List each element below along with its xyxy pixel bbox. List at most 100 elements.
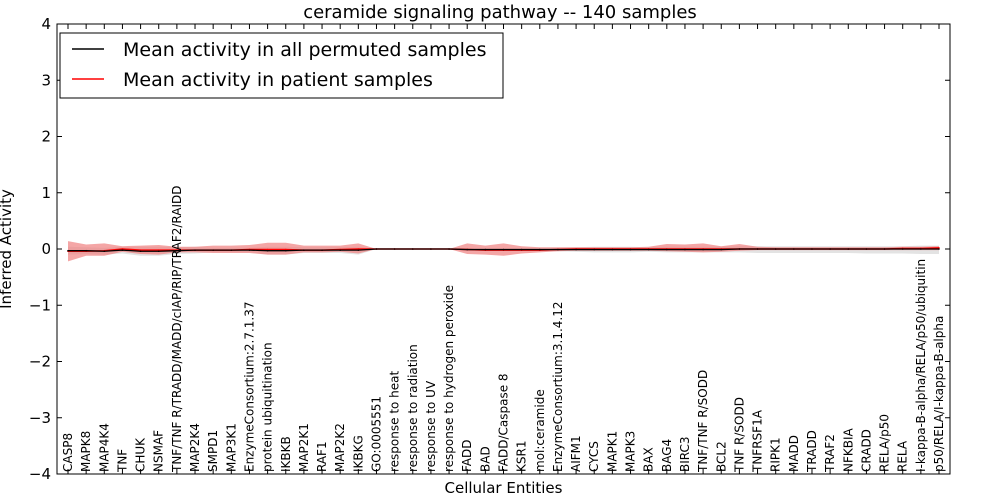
x-tick-label: TRADD (805, 430, 819, 473)
x-tick-label: EnzymeConsortium:2.7.1.37 (242, 301, 256, 472)
point-permuted (139, 250, 142, 253)
point-permuted (230, 249, 233, 251)
x-tick-label: TNF/TNF R/TRADD/MADD/cIAP/RIP/TRAF2/RAID… (170, 186, 184, 474)
x-tick-label: TNFRSF1A (751, 409, 765, 473)
x-tick-label: MAP4K4 (97, 423, 111, 472)
point-permuted (666, 248, 668, 251)
x-tick-label: CRADD (859, 429, 873, 472)
x-tick-label: KSR1 (515, 441, 529, 472)
point-permuted (756, 248, 759, 250)
x-tick-label: BCL2 (714, 441, 728, 472)
y-tick-label: −3 (29, 409, 51, 427)
y-tick-label: 2 (41, 128, 51, 146)
x-tick-label: protein ubiquitination (261, 342, 275, 472)
point-patient (938, 247, 940, 249)
point-permuted (575, 248, 577, 251)
point-permuted (738, 248, 741, 250)
point-permuted (411, 248, 414, 250)
point-patient (121, 248, 124, 250)
point-permuted (793, 248, 795, 250)
point-permuted (375, 248, 378, 250)
y-axis-ticks: 4 3 2 1 0 −1 −2 −3 −4 (29, 15, 950, 483)
x-tick-label: RELA/p50 (878, 414, 892, 472)
x-tick-label: mol:ceramide (533, 389, 547, 472)
point-permuted (520, 248, 523, 251)
point-permuted (593, 248, 596, 251)
y-tick-label: 4 (41, 15, 51, 33)
x-tick-label: FADD/Caspase 8 (497, 373, 511, 472)
x-tick-label: NFKBIA (841, 427, 855, 472)
x-tick-label: NSMAF (152, 430, 166, 472)
legend: Mean activity in all permuted samples Me… (59, 32, 504, 99)
point-permuted (212, 249, 214, 251)
x-tick-label: EnzymeConsortium:3.1.4.12 (551, 301, 565, 472)
point-permuted (339, 249, 341, 251)
plot-area (67, 241, 940, 262)
y-tick-label: −2 (29, 353, 51, 371)
point-permuted (847, 248, 850, 250)
point-permuted (629, 248, 632, 251)
point-permuted (502, 248, 505, 251)
point-permuted (357, 249, 360, 251)
point-permuted (720, 248, 723, 251)
x-tick-label: response to radiation (406, 344, 420, 472)
point-permuted (303, 249, 305, 251)
point-patient (284, 248, 287, 251)
point-permuted (321, 249, 323, 251)
x-tick-label: BAX (642, 447, 656, 472)
point-patient (139, 249, 142, 251)
y-tick-label: 1 (41, 184, 51, 202)
point-permuted (702, 248, 704, 251)
x-tick-label: response to heat (388, 370, 402, 472)
x-tick-label: MAPK8 (79, 431, 93, 472)
y-tick-label: 3 (41, 71, 51, 89)
x-tick-label: AIFM1 (569, 435, 583, 472)
x-tick-label: RAF1 (315, 441, 329, 472)
x-tick-label: BIRC3 (678, 436, 692, 472)
point-permuted (647, 248, 650, 251)
point-permuted (393, 248, 396, 250)
point-permuted (448, 248, 450, 250)
x-tick-label: MAP3K1 (224, 423, 238, 472)
point-permuted (67, 249, 69, 252)
y-axis-title: Inferred Activity (0, 189, 15, 309)
point-permuted (284, 249, 287, 252)
x-tick-label: MAPK3 (624, 431, 638, 472)
x-tick-label: TNF R/SODD (732, 397, 746, 473)
x-tick-label: IKBKG (351, 435, 365, 472)
band-patient (68, 241, 939, 262)
point-patient (266, 248, 269, 251)
x-tick-label: RELA (896, 440, 910, 472)
point-permuted (157, 250, 160, 253)
point-permuted (920, 248, 922, 250)
point-permuted (883, 248, 886, 250)
x-axis-ticks: CASP8 MAPK8 MAP4K4 TNF CHUK NSMAF TNF/TNF R/TR… (61, 24, 946, 474)
x-tick-label: TRAF2 (823, 434, 837, 473)
x-tick-label: FADD (460, 440, 474, 473)
x-tick-label: response to hydrogen peroxide (442, 285, 456, 472)
point-permuted (829, 248, 831, 250)
x-axis-title: Cellular Entities (445, 479, 563, 497)
x-tick-label: BAD (478, 446, 492, 472)
point-permuted (557, 248, 559, 251)
x-tick-label: MAP2K2 (333, 423, 347, 472)
point-permuted (121, 249, 124, 251)
x-tick-label: IKBKB (279, 436, 293, 472)
point-permuted (85, 249, 87, 252)
point-permuted (176, 249, 178, 252)
x-tick-label: I-kappa-B-alpha/RELA/p50/ubiquitin (914, 259, 928, 472)
x-tick-label: RIPK1 (769, 437, 783, 472)
point-permuted (901, 248, 904, 250)
point-permuted (684, 248, 686, 251)
y-tick-label: −4 (29, 465, 51, 483)
point-patient (357, 248, 360, 250)
point-patient (157, 249, 160, 251)
point-permuted (865, 248, 868, 250)
x-tick-label: p50/RELA/I-kappa-B-alpha (932, 316, 946, 472)
point-permuted (484, 248, 487, 251)
point-permuted (811, 248, 813, 250)
point-permuted (938, 248, 940, 250)
legend-label-permuted: Mean activity in all permuted samples (123, 39, 486, 61)
point-permuted (611, 248, 614, 251)
